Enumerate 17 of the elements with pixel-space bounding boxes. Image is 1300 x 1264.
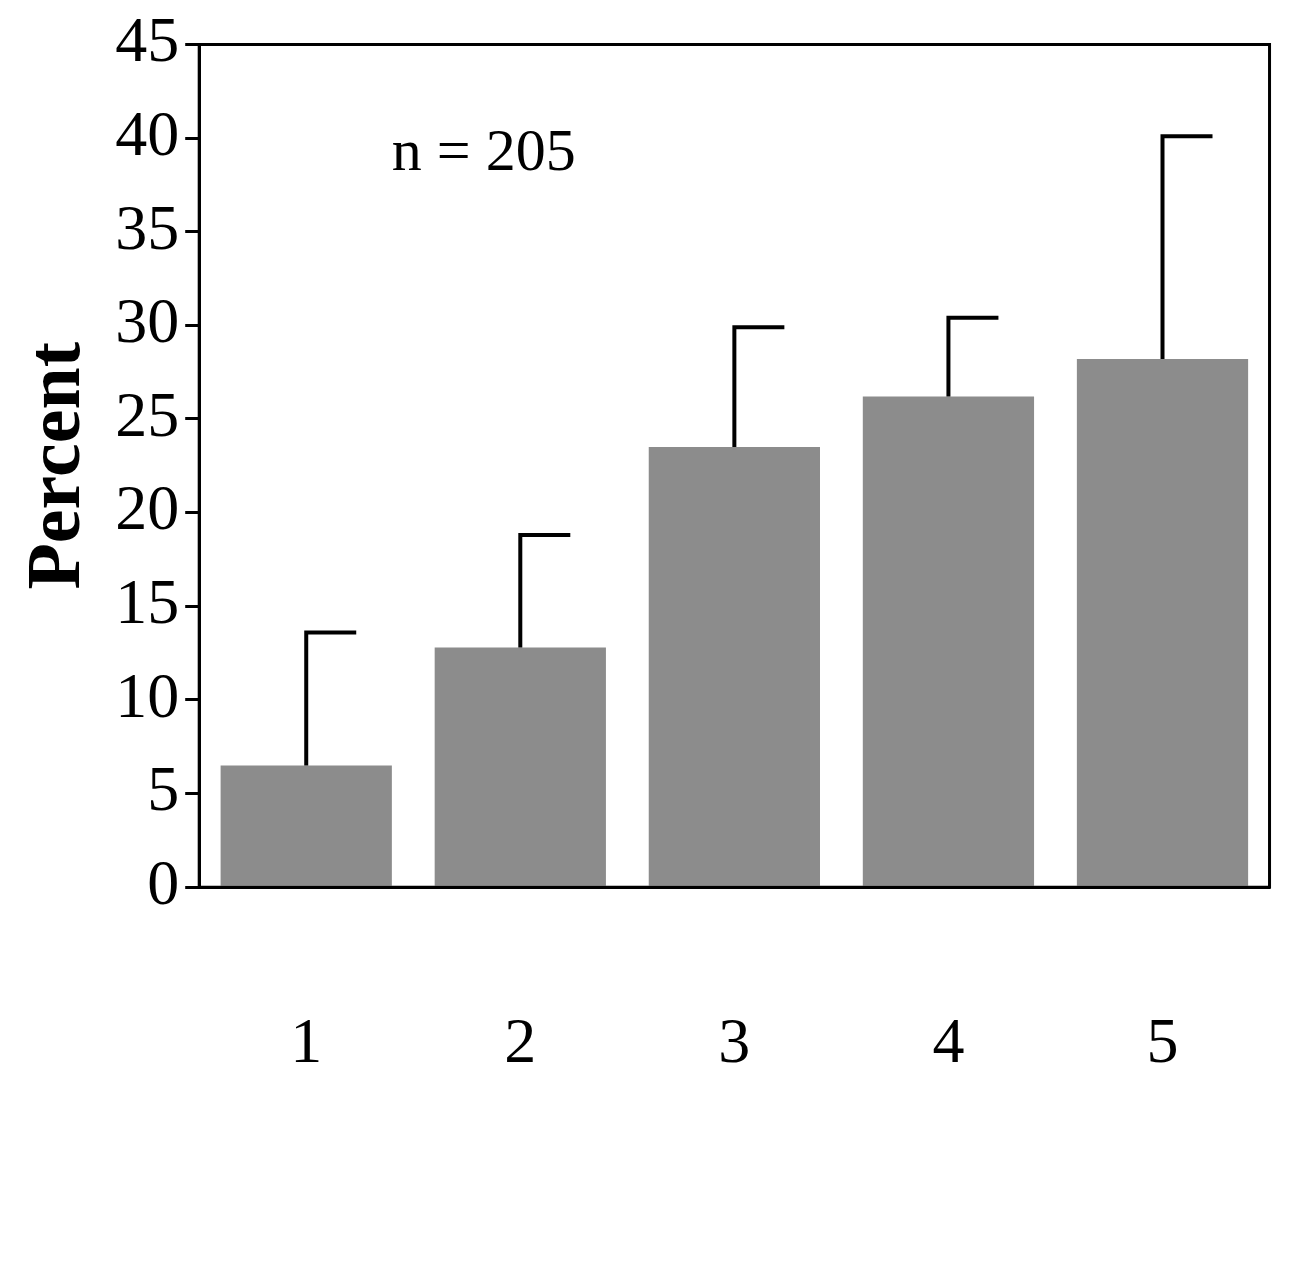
- y-tick-label: 20: [115, 472, 180, 544]
- y-tick-label: 25: [115, 378, 180, 450]
- x-tick-label: 5: [1146, 1005, 1179, 1077]
- x-tick-label: 3: [718, 1005, 751, 1077]
- y-tick-label: 45: [115, 4, 180, 76]
- y-axis-title: Percent: [11, 342, 96, 590]
- x-tick-label: 4: [932, 1005, 965, 1077]
- y-tick-label: 35: [115, 191, 180, 263]
- x-tick-label: 2: [504, 1005, 537, 1077]
- annotation: n = 205: [391, 117, 576, 184]
- y-tick-label: 5: [147, 753, 180, 825]
- y-tick-label: 10: [115, 659, 180, 731]
- y-tick-label: 15: [115, 566, 180, 638]
- x-tick-label: 1: [290, 1005, 323, 1077]
- y-tick-label: 0: [147, 847, 180, 919]
- y-tick-label: 40: [115, 97, 180, 169]
- y-tick-label: 30: [115, 285, 180, 357]
